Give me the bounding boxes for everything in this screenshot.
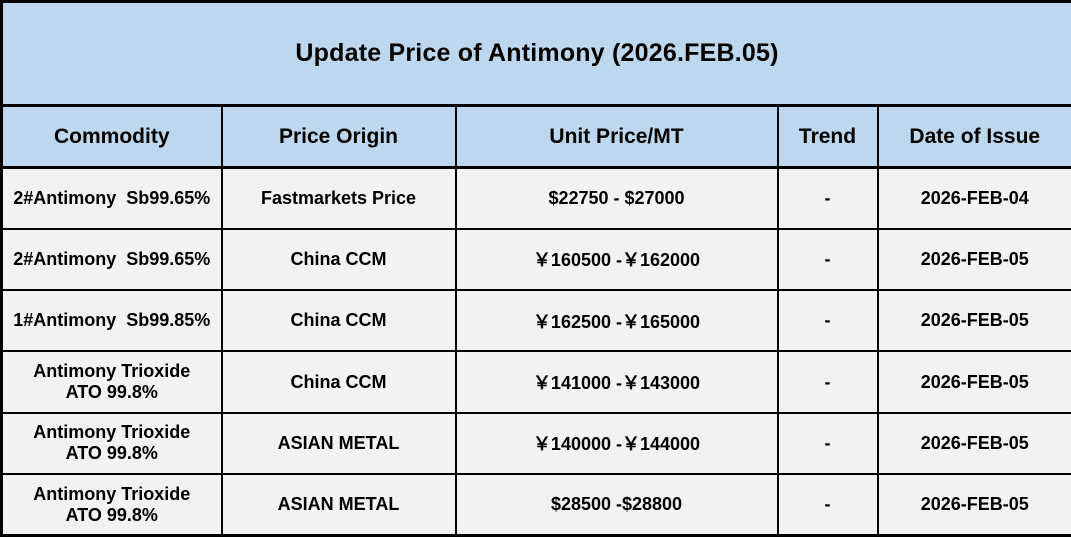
- date-of-issue-cell: 2026-FEB-05: [876, 411, 1071, 476]
- trend-cell: -: [776, 166, 879, 230]
- col-header-commodity: Commodity: [0, 104, 223, 169]
- trend-cell: -: [776, 411, 879, 476]
- page-title: Update Price of Antimony (2026.FEB.05): [0, 0, 1071, 107]
- table-row: 1#Antimony Sb99.85% China CCM ￥162500 -￥…: [0, 289, 1071, 353]
- table-row: Antimony Trioxide ATO 99.8% China CCM ￥1…: [0, 350, 1071, 414]
- col-header-date-of-issue: Date of Issue: [876, 104, 1071, 169]
- price-origin-cell: China CCM: [220, 350, 457, 414]
- trend-cell: -: [776, 473, 879, 537]
- unit-price-cell: ￥141000 -￥143000: [454, 350, 779, 414]
- date-of-issue-cell: 2026-FEB-05: [876, 227, 1071, 292]
- commodity-cell: Antimony Trioxide ATO 99.8%: [0, 411, 223, 476]
- column-header-row: Commodity Price Origin Unit Price/MT Tre…: [0, 104, 1071, 169]
- unit-price-cell: $22750 - $27000: [454, 166, 779, 230]
- date-of-issue-cell: 2026-FEB-05: [876, 473, 1071, 537]
- commodity-cell: Antimony Trioxide ATO 99.8%: [0, 350, 223, 414]
- commodity-cell: 2#Antimony Sb99.65%: [0, 166, 223, 230]
- unit-price-cell: ￥162500 -￥165000: [454, 289, 779, 353]
- date-of-issue-cell: 2026-FEB-05: [876, 350, 1071, 414]
- price-origin-cell: ASIAN METAL: [220, 473, 457, 537]
- unit-price-cell: ￥160500 -￥162000: [454, 227, 779, 292]
- commodity-cell: Antimony Trioxide ATO 99.8%: [0, 473, 223, 537]
- unit-price-cell: $28500 -$28800: [454, 473, 779, 537]
- trend-cell: -: [776, 227, 879, 292]
- commodity-cell: 2#Antimony Sb99.65%: [0, 227, 223, 292]
- table-row: 2#Antimony Sb99.65% China CCM ￥160500 -￥…: [0, 227, 1071, 292]
- unit-price-cell: ￥140000 -￥144000: [454, 411, 779, 476]
- trend-cell: -: [776, 289, 879, 353]
- col-header-price-origin: Price Origin: [220, 104, 457, 169]
- title-row: Update Price of Antimony (2026.FEB.05): [0, 0, 1071, 107]
- date-of-issue-cell: 2026-FEB-05: [876, 289, 1071, 353]
- commodity-cell: 1#Antimony Sb99.85%: [0, 289, 223, 353]
- trend-cell: -: [776, 350, 879, 414]
- table-row: Antimony Trioxide ATO 99.8% ASIAN METAL …: [0, 473, 1071, 537]
- date-of-issue-cell: 2026-FEB-04: [876, 166, 1071, 230]
- table-row: Antimony Trioxide ATO 99.8% ASIAN METAL …: [0, 411, 1071, 476]
- price-origin-cell: ASIAN METAL: [220, 411, 457, 476]
- price-origin-cell: China CCM: [220, 227, 457, 292]
- col-header-trend: Trend: [776, 104, 879, 169]
- price-origin-cell: Fastmarkets Price: [220, 166, 457, 230]
- col-header-unit-price: Unit Price/MT: [454, 104, 779, 169]
- table-row: 2#Antimony Sb99.65% Fastmarkets Price $2…: [0, 166, 1071, 230]
- price-origin-cell: China CCM: [220, 289, 457, 353]
